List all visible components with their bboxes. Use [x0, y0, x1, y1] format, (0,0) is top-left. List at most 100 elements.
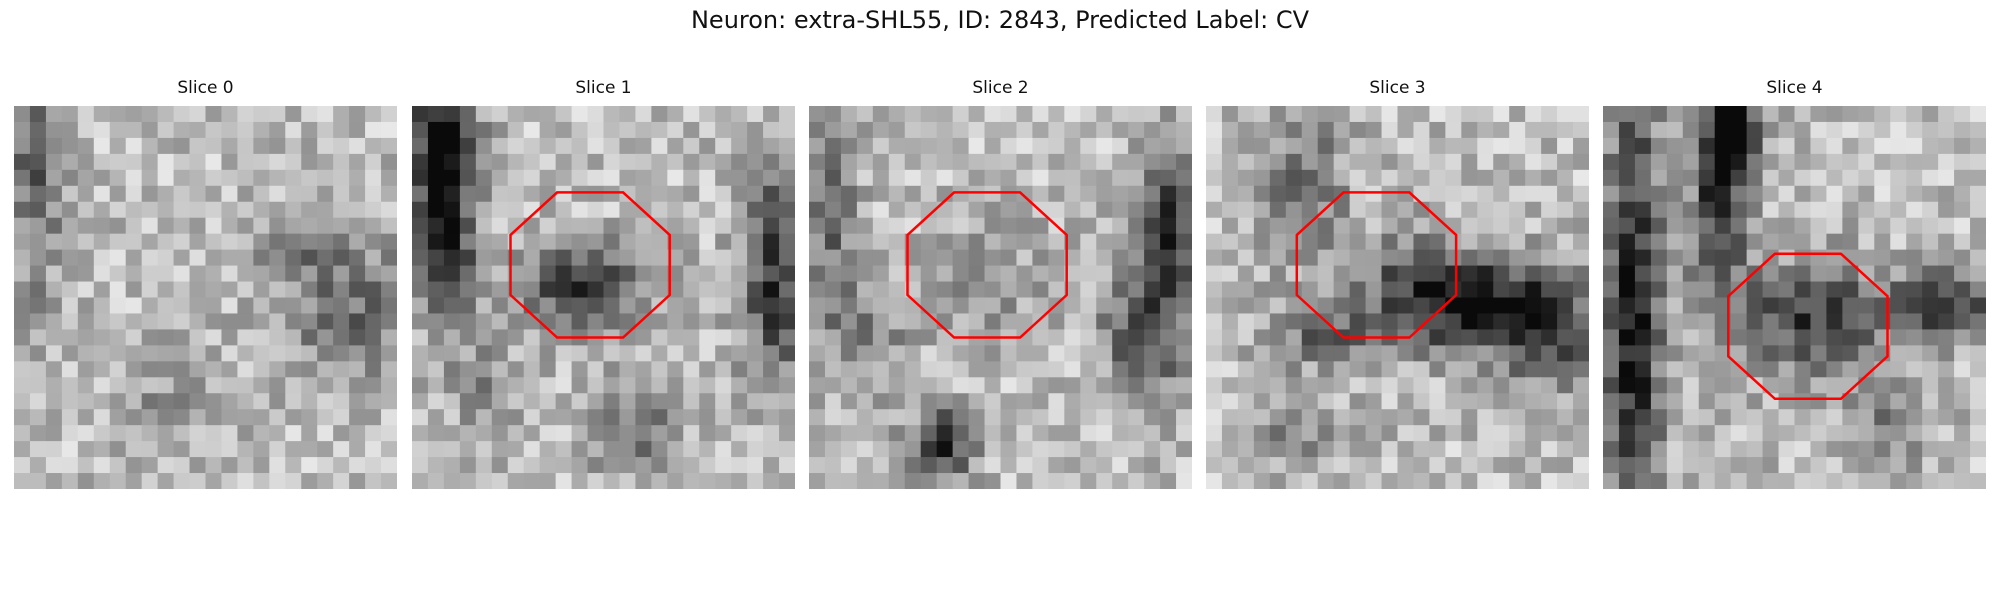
- image-pixel: [1954, 297, 1971, 315]
- image-pixel: [936, 169, 954, 187]
- image-pixel: [1176, 281, 1192, 299]
- image-pixel: [872, 249, 890, 267]
- image-pixel: [109, 233, 127, 251]
- image-pixel: [809, 393, 826, 410]
- image-pixel: [1333, 297, 1351, 315]
- image-pixel: [141, 361, 159, 378]
- image-pixel: [1301, 217, 1319, 235]
- image-pixel: [427, 169, 445, 187]
- image-pixel: [349, 313, 366, 331]
- image-pixel: [1890, 121, 1907, 139]
- image-pixel: [1525, 457, 1542, 474]
- image-pixel: [237, 441, 254, 458]
- image-pixel: [1301, 121, 1319, 139]
- image-pixel: [173, 361, 191, 378]
- image-pixel: [412, 361, 429, 378]
- image-pixel: [141, 185, 159, 203]
- image-pixel: [1000, 137, 1018, 155]
- image-pixel: [1810, 393, 1828, 410]
- image-pixel: [1112, 169, 1129, 187]
- image-pixel: [1221, 217, 1239, 235]
- image-pixel: [157, 361, 175, 378]
- image-pixel: [1269, 281, 1287, 299]
- image-pixel: [1794, 441, 1812, 458]
- image-pixel: [1714, 217, 1732, 235]
- image-pixel: [237, 457, 254, 474]
- image-pixel: [968, 473, 986, 489]
- image-pixel: [1221, 457, 1239, 474]
- image-pixel: [1080, 329, 1097, 346]
- image-pixel: [1349, 377, 1367, 394]
- image-pixel: [1730, 185, 1748, 203]
- image-pixel: [1461, 137, 1478, 155]
- image-pixel: [349, 345, 366, 362]
- image-pixel: [1112, 201, 1129, 219]
- image-pixel: [1874, 377, 1891, 394]
- image-pixel: [1381, 153, 1399, 171]
- image-pixel: [45, 153, 63, 171]
- image-pixel: [1557, 153, 1574, 171]
- image-pixel: [1461, 345, 1478, 362]
- image-pixel: [1666, 425, 1684, 442]
- image-pixel: [1381, 297, 1399, 315]
- image-pixel: [619, 106, 637, 123]
- image-pixel: [571, 473, 589, 489]
- image-pixel: [1730, 201, 1748, 219]
- image-pixel: [1445, 121, 1462, 139]
- image-pixel: [763, 329, 780, 346]
- image-pixel: [1206, 281, 1223, 299]
- image-pixel: [1618, 201, 1636, 219]
- image-pixel: [1842, 121, 1859, 139]
- image-pixel: [475, 233, 493, 251]
- image-pixel: [872, 297, 890, 315]
- image-pixel: [1144, 185, 1161, 203]
- image-pixel: [1477, 361, 1494, 378]
- image-pixel: [936, 377, 954, 394]
- image-pixel: [1970, 441, 1986, 458]
- image-pixel: [1698, 425, 1716, 442]
- image-pixel: [1080, 201, 1097, 219]
- image-pixel: [173, 153, 191, 171]
- image-pixel: [141, 249, 159, 267]
- image-pixel: [1365, 233, 1383, 251]
- image-pixel: [667, 153, 684, 171]
- image-pixel: [1634, 297, 1652, 315]
- image-pixel: [1445, 265, 1462, 283]
- image-pixel: [189, 201, 207, 219]
- image-pixel: [1794, 137, 1812, 155]
- image-pixel: [571, 121, 589, 139]
- image-pixel: [1237, 393, 1255, 410]
- image-pixel: [1144, 393, 1161, 410]
- image-pixel: [141, 281, 159, 299]
- image-pixel: [1461, 377, 1478, 394]
- image-pixel: [1573, 393, 1589, 410]
- image-pixel: [141, 297, 159, 315]
- image-pixel: [1954, 137, 1971, 155]
- image-pixel: [1890, 345, 1907, 362]
- image-pixel: [29, 329, 47, 346]
- image-pixel: [141, 233, 159, 251]
- image-pixel: [1730, 297, 1748, 315]
- image-pixel: [587, 361, 605, 378]
- image-pixel: [1317, 217, 1335, 235]
- image-pixel: [333, 329, 350, 346]
- image-pixel: [1144, 137, 1161, 155]
- image-pixel: [856, 281, 874, 299]
- image-pixel: [1922, 281, 1939, 299]
- image-pixel: [1573, 361, 1589, 378]
- image-pixel: [459, 121, 477, 139]
- image-pixel: [1874, 185, 1891, 203]
- image-pixel: [459, 265, 477, 283]
- image-pixel: [1080, 153, 1097, 171]
- image-pixel: [381, 106, 397, 123]
- image-pixel: [1445, 457, 1462, 474]
- image-pixel: [77, 361, 95, 378]
- image-pixel: [1557, 457, 1574, 474]
- image-pixel: [1762, 409, 1780, 426]
- image-pixel: [779, 313, 795, 331]
- image-pixel: [77, 185, 95, 203]
- image-pixel: [1365, 313, 1383, 331]
- image-pixel: [141, 201, 159, 219]
- image-pixel: [619, 345, 637, 362]
- image-pixel: [1301, 425, 1319, 442]
